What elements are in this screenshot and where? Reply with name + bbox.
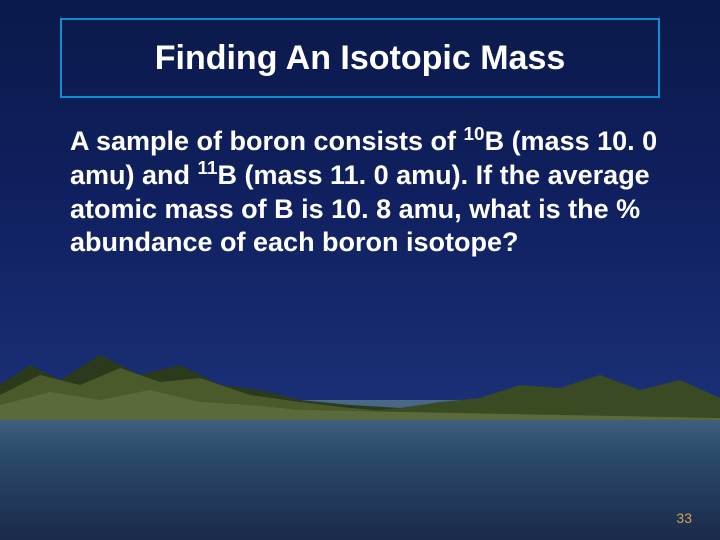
slide-body: A sample of boron consists of 10B (mass … bbox=[70, 125, 660, 260]
title-box: Finding An Isotopic Mass bbox=[60, 18, 660, 98]
superscript-10: 10 bbox=[464, 124, 485, 145]
water-background bbox=[0, 400, 720, 540]
superscript-11: 11 bbox=[198, 158, 218, 179]
mountains-graphic bbox=[0, 330, 720, 420]
slide-title: Finding An Isotopic Mass bbox=[155, 39, 566, 78]
slide: Finding An Isotopic Mass A sample of bor… bbox=[0, 0, 720, 540]
body-text-part: A sample of boron consists of bbox=[70, 126, 464, 156]
page-number: 33 bbox=[676, 510, 692, 526]
